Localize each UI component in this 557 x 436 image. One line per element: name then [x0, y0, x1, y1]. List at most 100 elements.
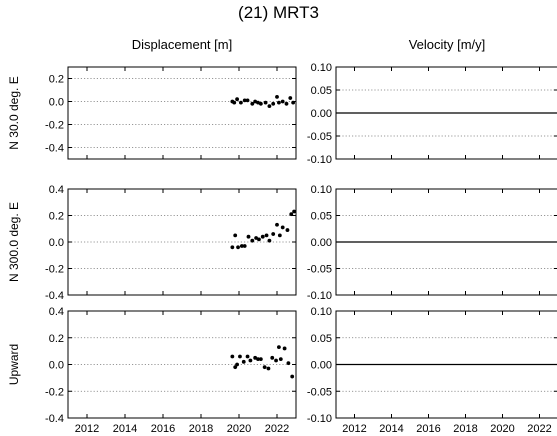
velocity-3-ytick-label: -0.05	[307, 386, 332, 398]
displacement-3-data-point	[253, 355, 258, 360]
displacement-3-data-point	[270, 355, 275, 360]
displacement-1-data-point	[267, 104, 272, 108]
displacement-1-data-point	[253, 99, 258, 104]
displacement-1-data-point	[235, 97, 240, 102]
displacement-1-frame	[67, 66, 297, 160]
displacement-2-data-point	[277, 233, 282, 238]
displacement-3-data-point	[238, 354, 242, 359]
velocity-3-xtick-label: 2012	[342, 423, 366, 435]
displacement-1-ytick-label: 0.2	[49, 74, 64, 86]
velocity-3-ytick-label: 0.05	[311, 333, 332, 345]
velocity-3-xtick-label: 2016	[416, 423, 440, 435]
velocity-2-ytick-label: 0.10	[311, 184, 332, 196]
displacement-1-data-point	[258, 101, 263, 106]
velocity-1-ytick-label: -0.10	[307, 154, 332, 166]
displacement-3-ytick-label: 0.2	[49, 333, 64, 345]
displacement-2-data-point	[264, 233, 269, 238]
velocity-2-ytick-label: -0.05	[307, 264, 332, 276]
displacement-2-data-point	[289, 212, 294, 217]
displacement-1-data-point	[242, 98, 247, 103]
displacement-3-frame	[67, 310, 297, 419]
displacement-2-data-point	[280, 225, 285, 230]
displacement-2-data-point	[267, 238, 272, 243]
displacement-3-data-point	[258, 357, 263, 362]
displacement-2-frame	[67, 188, 297, 296]
displacement-1-data-point	[232, 100, 237, 105]
velocity-column-title: Velocity [m/y]	[408, 37, 486, 52]
displacement-2-data-point	[271, 232, 276, 236]
displacement-3-data-point	[278, 357, 283, 362]
displacement-2-data-point	[257, 237, 261, 242]
displacement-3-ytick-label: 0.4	[49, 306, 64, 318]
displacement-2-data-point	[292, 209, 296, 214]
displacement-1-data-point	[239, 100, 243, 105]
displacement-1-row-label: N 30.0 deg. E	[7, 76, 21, 149]
displacement-2-row-label: N 300.0 deg. E	[7, 202, 21, 282]
velocity-3-ytick-label: 0.10	[311, 306, 332, 318]
displacement-3-xtick-label: 2020	[227, 423, 251, 435]
velocity-1-ytick-label: 0.10	[311, 62, 332, 74]
displacement-1-data-point	[288, 96, 293, 100]
displacement-3-row-label: Upward	[7, 344, 21, 385]
displacement-1-data-point	[291, 100, 296, 105]
displacement-3-xtick-label: 2012	[75, 423, 99, 435]
displacement-3-ytick-label: -0.2	[45, 386, 64, 398]
displacement-3-data-point	[277, 345, 281, 350]
displacement-3-data-point	[274, 358, 278, 363]
displacement-2-data-point	[260, 234, 265, 239]
velocity-1-ytick-label: 0.05	[311, 85, 332, 97]
displacement-2-data-point	[239, 244, 244, 248]
displacement-2-ytick-label: 0.2	[49, 211, 64, 223]
displacement-3-xtick-label: 2014	[113, 423, 137, 435]
velocity-3-xtick-label: 2018	[453, 423, 477, 435]
velocity-3-xtick-label: 2020	[490, 423, 514, 435]
displacement-1-ytick-label: -0.2	[45, 120, 64, 132]
velocity-1-ytick-label: 0.00	[311, 108, 332, 120]
displacement-3-ytick-label: -0.4	[45, 413, 64, 425]
displacement-2-data-point	[246, 234, 251, 239]
displacement-3-data-point	[230, 354, 235, 359]
displacement-3-data-point	[235, 362, 240, 367]
displacement-2-ytick-label: -0.2	[45, 264, 64, 276]
velocity-2-ytick-label: -0.10	[307, 290, 332, 302]
displacement-1-data-point	[250, 101, 255, 106]
velocity-1-ytick-label: -0.05	[307, 131, 332, 143]
displacement-1-data-point	[275, 95, 279, 99]
displacement-column-title: Displacement [m]	[131, 37, 233, 52]
displacement-3-data-point	[266, 366, 271, 371]
displacement-2-data-point	[285, 228, 290, 232]
displacement-3-ytick-label: 0.0	[49, 360, 64, 372]
displacement-2-data-point	[275, 222, 279, 227]
displacement-2-ytick-label: 0.0	[49, 237, 64, 249]
displacement-1-ytick-label: -0.4	[45, 143, 64, 155]
displacement-1-data-point	[263, 100, 268, 105]
velocity-2-ytick-label: 0.05	[311, 211, 332, 223]
displacement-2-data-point	[236, 245, 240, 250]
displacement-3-data-point	[290, 374, 295, 379]
displacement-3-data-point	[262, 365, 267, 370]
displacement-2-data-point	[242, 244, 247, 248]
displacement-3-xtick-label: 2016	[151, 423, 175, 435]
displacement-3-data-point	[241, 359, 246, 364]
displacement-2-data-point	[233, 233, 238, 238]
displacement-1-data-point	[256, 100, 260, 105]
displacement-1-data-point	[280, 99, 285, 104]
displacement-2-ytick-label: 0.4	[49, 184, 64, 196]
displacement-2-ytick-label: -0.4	[45, 290, 64, 302]
displacement-1-data-point	[245, 98, 250, 103]
displacement-1-data-point	[277, 100, 281, 105]
velocity-3-xtick-label: 2022	[527, 423, 551, 435]
displacement-1-ytick-label: 0.0	[49, 97, 64, 109]
displacement-3-data-point	[282, 346, 287, 351]
displacement-2-data-point	[254, 236, 258, 240]
displacement-3-xtick-label: 2018	[189, 423, 213, 435]
displacement-3-data-point	[248, 358, 253, 363]
figure-title: (21) MRT3	[238, 3, 319, 22]
displacement-3-data-point	[286, 361, 291, 366]
displacement-3-data-point	[245, 354, 250, 359]
velocity-2-ytick-label: 0.00	[311, 237, 332, 249]
displacement-3-data-point	[233, 365, 238, 370]
displacement-3-data-point	[256, 357, 260, 362]
velocity-3-ytick-label: 0.00	[311, 360, 332, 372]
